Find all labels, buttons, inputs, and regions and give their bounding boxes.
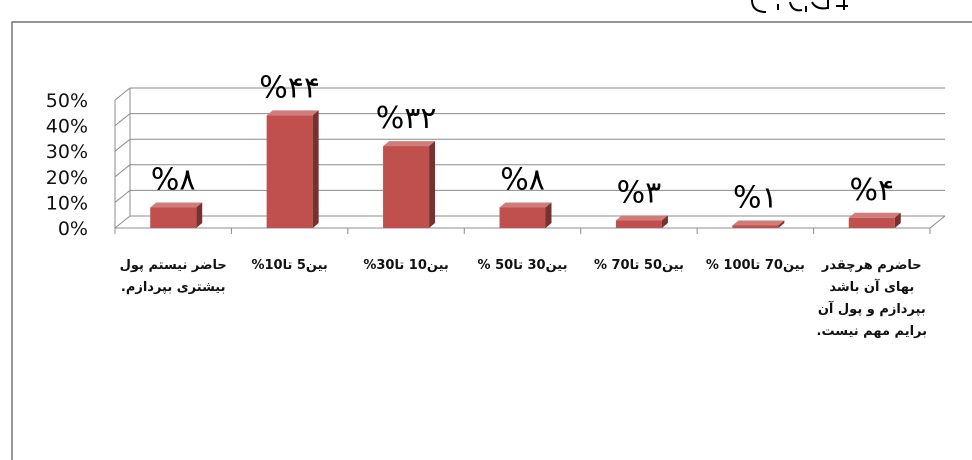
bars <box>150 110 901 228</box>
category-label: بین50 تا70 % <box>593 258 684 273</box>
gridline <box>114 87 945 101</box>
y-tick-label: 20% <box>46 167 88 189</box>
data-labels: %۸ %۴۴ %۳۲ %۸ %۳ %۱ %۴ <box>151 70 894 215</box>
data-label: %۴ <box>849 173 894 208</box>
category-label: بین5 تا10% <box>251 258 328 273</box>
bar <box>615 215 668 228</box>
bar <box>499 202 552 228</box>
bar-front <box>848 217 895 228</box>
data-label: %۴۴ <box>259 70 320 105</box>
data-label: %۳۲ <box>376 101 437 136</box>
bar-side <box>429 141 436 228</box>
bar-top <box>383 141 436 147</box>
bar-front <box>499 207 546 228</box>
category-label: بین30 تا50 % <box>477 258 568 273</box>
bar-front <box>615 220 662 228</box>
gridline <box>114 138 945 152</box>
bar-front <box>150 207 197 228</box>
bar-top <box>615 215 668 221</box>
bar-side <box>894 212 901 228</box>
y-tick-label: 10% <box>46 192 88 214</box>
gridline <box>114 113 945 126</box>
data-label: %۸ <box>500 163 545 198</box>
chart-border <box>11 21 972 460</box>
category-label: حاضر نیستم پول بیشتری بپردازم. <box>119 258 227 295</box>
data-label: %۱ <box>733 180 778 215</box>
bar-side <box>545 202 552 228</box>
bar-side <box>778 220 785 228</box>
bar-side <box>661 215 668 228</box>
data-label: %۸ <box>151 163 196 198</box>
y-tick-label: 0% <box>58 218 88 240</box>
y-tick-labels: 0% 10% 20% 30% 40% 50% <box>46 90 88 240</box>
bar-top <box>499 202 552 208</box>
y-tick-label: 40% <box>46 116 88 138</box>
bar-top <box>848 212 901 218</box>
bar-top <box>150 202 203 208</box>
category-label: بین10 تا30% <box>363 258 449 273</box>
bar-top <box>732 220 785 226</box>
data-label: %۳ <box>617 175 662 210</box>
bar <box>266 110 319 228</box>
y-tick-label: 50% <box>46 90 88 112</box>
bar <box>732 220 785 228</box>
bar-front <box>266 115 313 228</box>
category-label: بین70 تا100 % <box>705 258 805 273</box>
top-clipped-glyph <box>751 0 848 13</box>
floor-edge <box>929 215 946 229</box>
bar-front <box>383 146 430 228</box>
y-tick-label: 30% <box>46 141 88 163</box>
bar <box>150 202 203 228</box>
bar-side <box>196 202 203 228</box>
bar-side <box>312 110 319 228</box>
bar <box>848 212 901 228</box>
category-label: حاضرم هرچقدر بهای آن باشد بپردازم و پول … <box>816 258 928 339</box>
bar-front <box>732 225 779 228</box>
bar <box>383 141 436 228</box>
bar-top <box>266 110 319 116</box>
